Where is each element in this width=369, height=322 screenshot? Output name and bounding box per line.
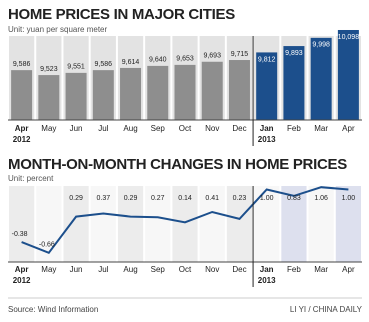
credit: LI YI / CHINA DAILY bbox=[290, 305, 363, 314]
value-label: 0.41 bbox=[205, 195, 219, 202]
bar bbox=[38, 75, 60, 120]
x-tick-label: Aug bbox=[123, 265, 137, 274]
value-label: 0.37 bbox=[96, 195, 110, 202]
bar bbox=[283, 46, 305, 120]
column-bg bbox=[199, 186, 225, 262]
bar bbox=[256, 52, 278, 120]
line bbox=[21, 186, 349, 255]
value-label: 1.06 bbox=[314, 195, 328, 202]
value-label: -0.38 bbox=[12, 231, 28, 238]
x-tick-label: Jan bbox=[260, 124, 274, 133]
column-bg bbox=[308, 186, 334, 262]
value-label: 1.00 bbox=[260, 195, 274, 202]
x-tick-label: Dec bbox=[232, 124, 246, 133]
bar bbox=[65, 72, 87, 120]
x-tick-label: Oct bbox=[179, 265, 192, 274]
bar bbox=[120, 67, 142, 120]
value-label: 9,586 bbox=[95, 61, 113, 68]
chart-title: MONTH-ON-MONTH CHANGES IN HOME PRICES bbox=[8, 156, 347, 173]
value-label: 9,640 bbox=[149, 57, 167, 64]
value-label: 0.29 bbox=[69, 195, 83, 202]
year-label: 2012 bbox=[13, 135, 31, 144]
value-label: 9,715 bbox=[231, 51, 249, 58]
value-label: 9,693 bbox=[203, 53, 221, 60]
x-tick-label: Dec bbox=[232, 265, 246, 274]
value-label: 9,551 bbox=[67, 64, 85, 71]
value-label: 9,812 bbox=[258, 56, 276, 63]
column-bg bbox=[281, 186, 307, 262]
x-tick-label: May bbox=[41, 265, 56, 274]
bar bbox=[228, 60, 250, 120]
value-label: 0.23 bbox=[233, 195, 247, 202]
value-label: 9,614 bbox=[122, 59, 140, 66]
bar bbox=[337, 29, 359, 121]
x-tick-label: Jul bbox=[98, 265, 108, 274]
value-label: 1.00 bbox=[342, 195, 356, 202]
bar bbox=[174, 64, 196, 120]
x-tick-label: Feb bbox=[287, 265, 301, 274]
column-bg bbox=[335, 186, 361, 262]
value-label: 9,653 bbox=[176, 56, 194, 63]
x-tick-label: Sep bbox=[151, 265, 166, 274]
x-tick-label: Jun bbox=[70, 124, 83, 133]
value-label: 0.14 bbox=[178, 195, 192, 202]
bar bbox=[92, 70, 114, 120]
year-label: 2012 bbox=[13, 276, 31, 285]
value-label: 9,523 bbox=[40, 66, 58, 73]
column-bg bbox=[63, 186, 89, 262]
x-tick-label: Apr bbox=[342, 124, 355, 133]
x-tick-label: Apr bbox=[15, 265, 29, 274]
x-tick-label: Mar bbox=[314, 265, 328, 274]
column-bg bbox=[172, 186, 198, 262]
year-label: 2013 bbox=[258, 276, 276, 285]
x-tick-label: Oct bbox=[179, 124, 192, 133]
column-bg bbox=[9, 186, 35, 262]
chart-subtitle: Unit: yuan per square meter bbox=[8, 25, 107, 34]
column-bg bbox=[90, 186, 116, 262]
value-label: -0.66 bbox=[39, 242, 55, 249]
x-tick-label: Jul bbox=[98, 124, 108, 133]
source: Source: Wind Information bbox=[8, 305, 98, 314]
x-tick-label: Aug bbox=[123, 124, 137, 133]
x-tick-label: Mar bbox=[314, 124, 328, 133]
x-tick-label: Apr bbox=[342, 265, 355, 274]
bar bbox=[201, 61, 223, 120]
value-label: 9,586 bbox=[13, 61, 31, 68]
x-tick-label: Jun bbox=[70, 265, 83, 274]
bar bbox=[310, 37, 332, 120]
year-label: 2013 bbox=[258, 135, 276, 144]
column-bg bbox=[226, 186, 253, 262]
x-tick-label: Nov bbox=[205, 124, 219, 133]
value-label: 10,098 bbox=[338, 34, 360, 41]
value-label: 0.27 bbox=[151, 195, 165, 202]
bar bbox=[147, 65, 169, 120]
x-tick-label: Jan bbox=[260, 265, 274, 274]
x-tick-label: Feb bbox=[287, 124, 301, 133]
value-label: 0.29 bbox=[124, 195, 138, 202]
column-bg bbox=[117, 186, 144, 262]
value-label: 9,893 bbox=[285, 50, 303, 57]
chart-subtitle: Unit: percent bbox=[8, 174, 54, 183]
value-label: 9,998 bbox=[312, 42, 330, 49]
x-tick-label: May bbox=[41, 124, 56, 133]
value-label: 0.83 bbox=[287, 195, 301, 202]
chart-title: HOME PRICES IN MAJOR CITIES bbox=[8, 6, 235, 23]
column-bg bbox=[36, 186, 62, 262]
x-tick-label: Nov bbox=[205, 265, 219, 274]
column-bg bbox=[145, 186, 171, 262]
bar bbox=[11, 70, 33, 120]
x-tick-label: Apr bbox=[15, 124, 29, 133]
x-tick-label: Sep bbox=[151, 124, 166, 133]
